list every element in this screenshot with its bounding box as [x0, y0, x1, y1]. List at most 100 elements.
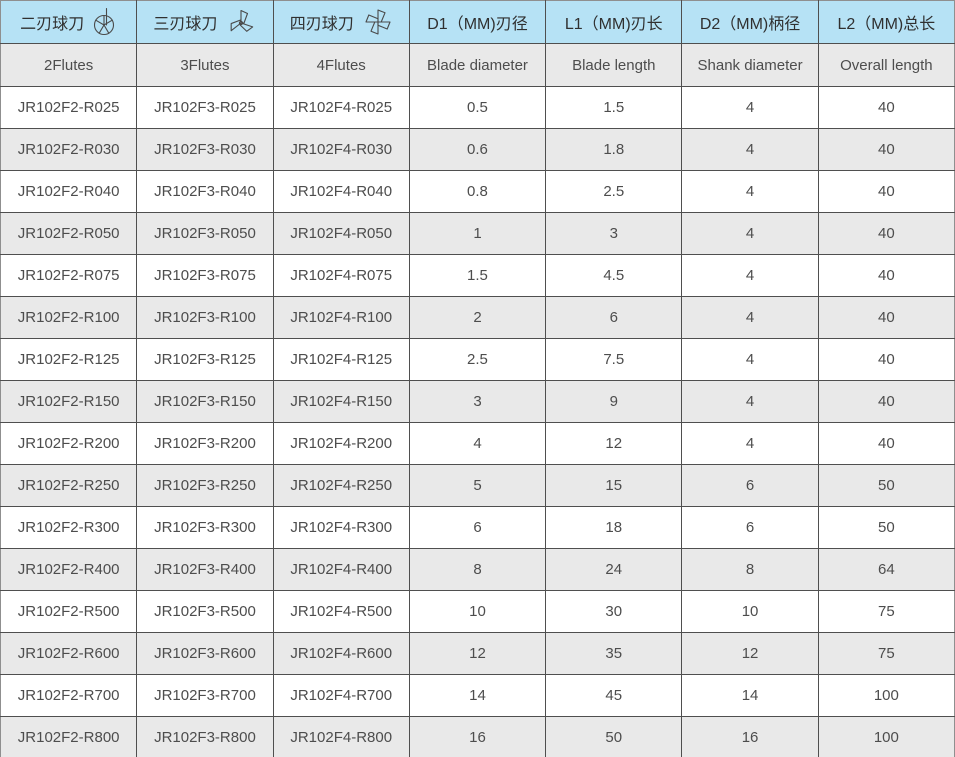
table-row: JR102F2-R600 JR102F3-R600 JR102F4-R600 12 35…: [0, 632, 955, 675]
model-number-cell: JR102F3-R300: [136, 506, 274, 549]
header-2flutes-en: 2Flutes: [0, 43, 138, 87]
dimension-value-cell: 6: [681, 506, 819, 549]
model-number-cell: JR102F3-R800: [136, 716, 274, 757]
table-row: JR102F2-R250 JR102F3-R250 JR102F4-R250 5 15 6…: [0, 464, 955, 507]
dimension-value-cell: 45: [545, 674, 683, 717]
table-row: JR102F2-R500 JR102F3-R500 JR102F4-R500 10 30…: [0, 590, 955, 633]
dimension-value-cell: 50: [817, 506, 955, 549]
header-overall-length-en: Overall length: [817, 43, 955, 87]
model-number-cell: JR102F3-R600: [136, 632, 274, 675]
table-row: JR102F2-R150 JR102F3-R150 JR102F4-R150 3 9 4 4…: [0, 380, 955, 423]
dimension-value-cell: 0.8: [408, 170, 547, 213]
dimension-value-cell: 40: [817, 170, 955, 213]
dimension-value-cell: 6: [681, 464, 819, 507]
model-number-cell: JR102F2-R400: [0, 548, 138, 591]
dimension-value-cell: 16: [408, 716, 547, 757]
table-row: JR102F2-R040 JR102F3-R040 JR102F4-R040 0.8 2…: [0, 170, 955, 213]
model-number-cell: JR102F3-R200: [136, 422, 274, 465]
dimension-value-cell: 40: [817, 128, 955, 171]
table-row: JR102F2-R050 JR102F3-R050 JR102F4-R050 1 3 4 4…: [0, 212, 955, 255]
dimension-value-cell: 4: [681, 212, 819, 255]
dimension-value-cell: 40: [817, 254, 955, 297]
dimension-value-cell: 40: [817, 338, 955, 381]
three-flute-icon: [226, 7, 256, 37]
dimension-value-cell: 100: [817, 674, 955, 717]
dimension-value-cell: 64: [817, 548, 955, 591]
header-blade-diameter-en: Blade diameter: [408, 43, 547, 87]
header-4flute-cn: 四刃球刀: [272, 0, 410, 44]
header-3flutes-en: 3Flutes: [136, 43, 274, 87]
table-row: JR102F2-R300 JR102F3-R300 JR102F4-R300 6 18 6…: [0, 506, 955, 549]
model-number-cell: JR102F3-R125: [136, 338, 274, 381]
dimension-value-cell: 2.5: [545, 170, 683, 213]
model-number-cell: JR102F3-R040: [136, 170, 274, 213]
dimension-value-cell: 75: [817, 590, 955, 633]
model-number-cell: JR102F4-R500: [272, 590, 410, 633]
table-row: JR102F2-R125 JR102F3-R125 JR102F4-R125 2.5 7…: [0, 338, 955, 381]
model-number-cell: JR102F2-R250: [0, 464, 138, 507]
model-number-cell: JR102F2-R200: [0, 422, 138, 465]
dimension-value-cell: 2.5: [408, 338, 547, 381]
model-number-cell: JR102F2-R150: [0, 380, 138, 423]
dimension-value-cell: 15: [545, 464, 683, 507]
dimension-value-cell: 30: [545, 590, 683, 633]
model-number-cell: JR102F3-R030: [136, 128, 274, 171]
header-4flutes-en: 4Flutes: [272, 43, 410, 87]
two-flute-icon: [93, 7, 117, 37]
header-row-en: 2Flutes 3Flutes 4Flutes Blade diameter B…: [0, 43, 955, 87]
model-number-cell: JR102F4-R600: [272, 632, 410, 675]
model-number-cell: JR102F3-R100: [136, 296, 274, 339]
model-number-cell: JR102F2-R600: [0, 632, 138, 675]
model-number-cell: JR102F2-R030: [0, 128, 138, 171]
model-number-cell: JR102F4-R040: [272, 170, 410, 213]
model-number-cell: JR102F4-R100: [272, 296, 410, 339]
dimension-value-cell: 0.5: [408, 86, 547, 129]
dimension-value-cell: 4: [681, 380, 819, 423]
dimension-value-cell: 35: [545, 632, 683, 675]
dimension-value-cell: 0.6: [408, 128, 547, 171]
dimension-value-cell: 4: [681, 254, 819, 297]
model-number-cell: JR102F3-R075: [136, 254, 274, 297]
dimension-value-cell: 3: [545, 212, 683, 255]
dimension-value-cell: 1.8: [545, 128, 683, 171]
header-2flute-cn: 二刃球刀: [0, 0, 138, 44]
dimension-value-cell: 8: [408, 548, 547, 591]
model-number-cell: JR102F2-R050: [0, 212, 138, 255]
model-number-cell: JR102F2-R300: [0, 506, 138, 549]
header-l2-cn: L2（MM)总长: [817, 0, 955, 44]
model-number-cell: JR102F3-R250: [136, 464, 274, 507]
dimension-value-cell: 16: [681, 716, 819, 757]
model-number-cell: JR102F4-R125: [272, 338, 410, 381]
table-row: JR102F2-R030 JR102F3-R030 JR102F4-R030 0.6 1…: [0, 128, 955, 171]
dimension-value-cell: 75: [817, 632, 955, 675]
dimension-value-cell: 50: [545, 716, 683, 757]
dimension-value-cell: 40: [817, 380, 955, 423]
dimension-value-cell: 4: [681, 128, 819, 171]
dimension-value-cell: 8: [681, 548, 819, 591]
table-row: JR102F2-R200 JR102F3-R200 JR102F4-R200 4 12 4…: [0, 422, 955, 465]
dimension-value-cell: 12: [681, 632, 819, 675]
dimension-value-cell: 50: [817, 464, 955, 507]
dimension-value-cell: 4: [681, 338, 819, 381]
dimension-value-cell: 6: [408, 506, 547, 549]
table-row: JR102F2-R700 JR102F3-R700 JR102F4-R700 14 45…: [0, 674, 955, 717]
header-row-cn: 二刃球刀: [0, 0, 955, 44]
model-number-cell: JR102F4-R075: [272, 254, 410, 297]
model-number-cell: JR102F4-R800: [272, 716, 410, 757]
table-row: JR102F2-R400 JR102F3-R400 JR102F4-R400 8 24 8…: [0, 548, 955, 591]
table-row: JR102F2-R100 JR102F3-R100 JR102F4-R100 2 6 4 4…: [0, 296, 955, 339]
model-number-cell: JR102F3-R700: [136, 674, 274, 717]
dimension-value-cell: 12: [545, 422, 683, 465]
model-number-cell: JR102F3-R025: [136, 86, 274, 129]
model-number-cell: JR102F2-R700: [0, 674, 138, 717]
header-l1-cn: L1（MM)刃长: [545, 0, 683, 44]
header-2flute-label: 二刃球刀: [20, 16, 85, 33]
model-number-cell: JR102F4-R025: [272, 86, 410, 129]
dimension-value-cell: 10: [681, 590, 819, 633]
dimension-value-cell: 14: [681, 674, 819, 717]
model-number-cell: JR102F2-R125: [0, 338, 138, 381]
dimension-value-cell: 3: [408, 380, 547, 423]
table-row: JR102F2-R025 JR102F3-R025 JR102F4-R025 0.5 1…: [0, 86, 955, 129]
model-number-cell: JR102F4-R250: [272, 464, 410, 507]
